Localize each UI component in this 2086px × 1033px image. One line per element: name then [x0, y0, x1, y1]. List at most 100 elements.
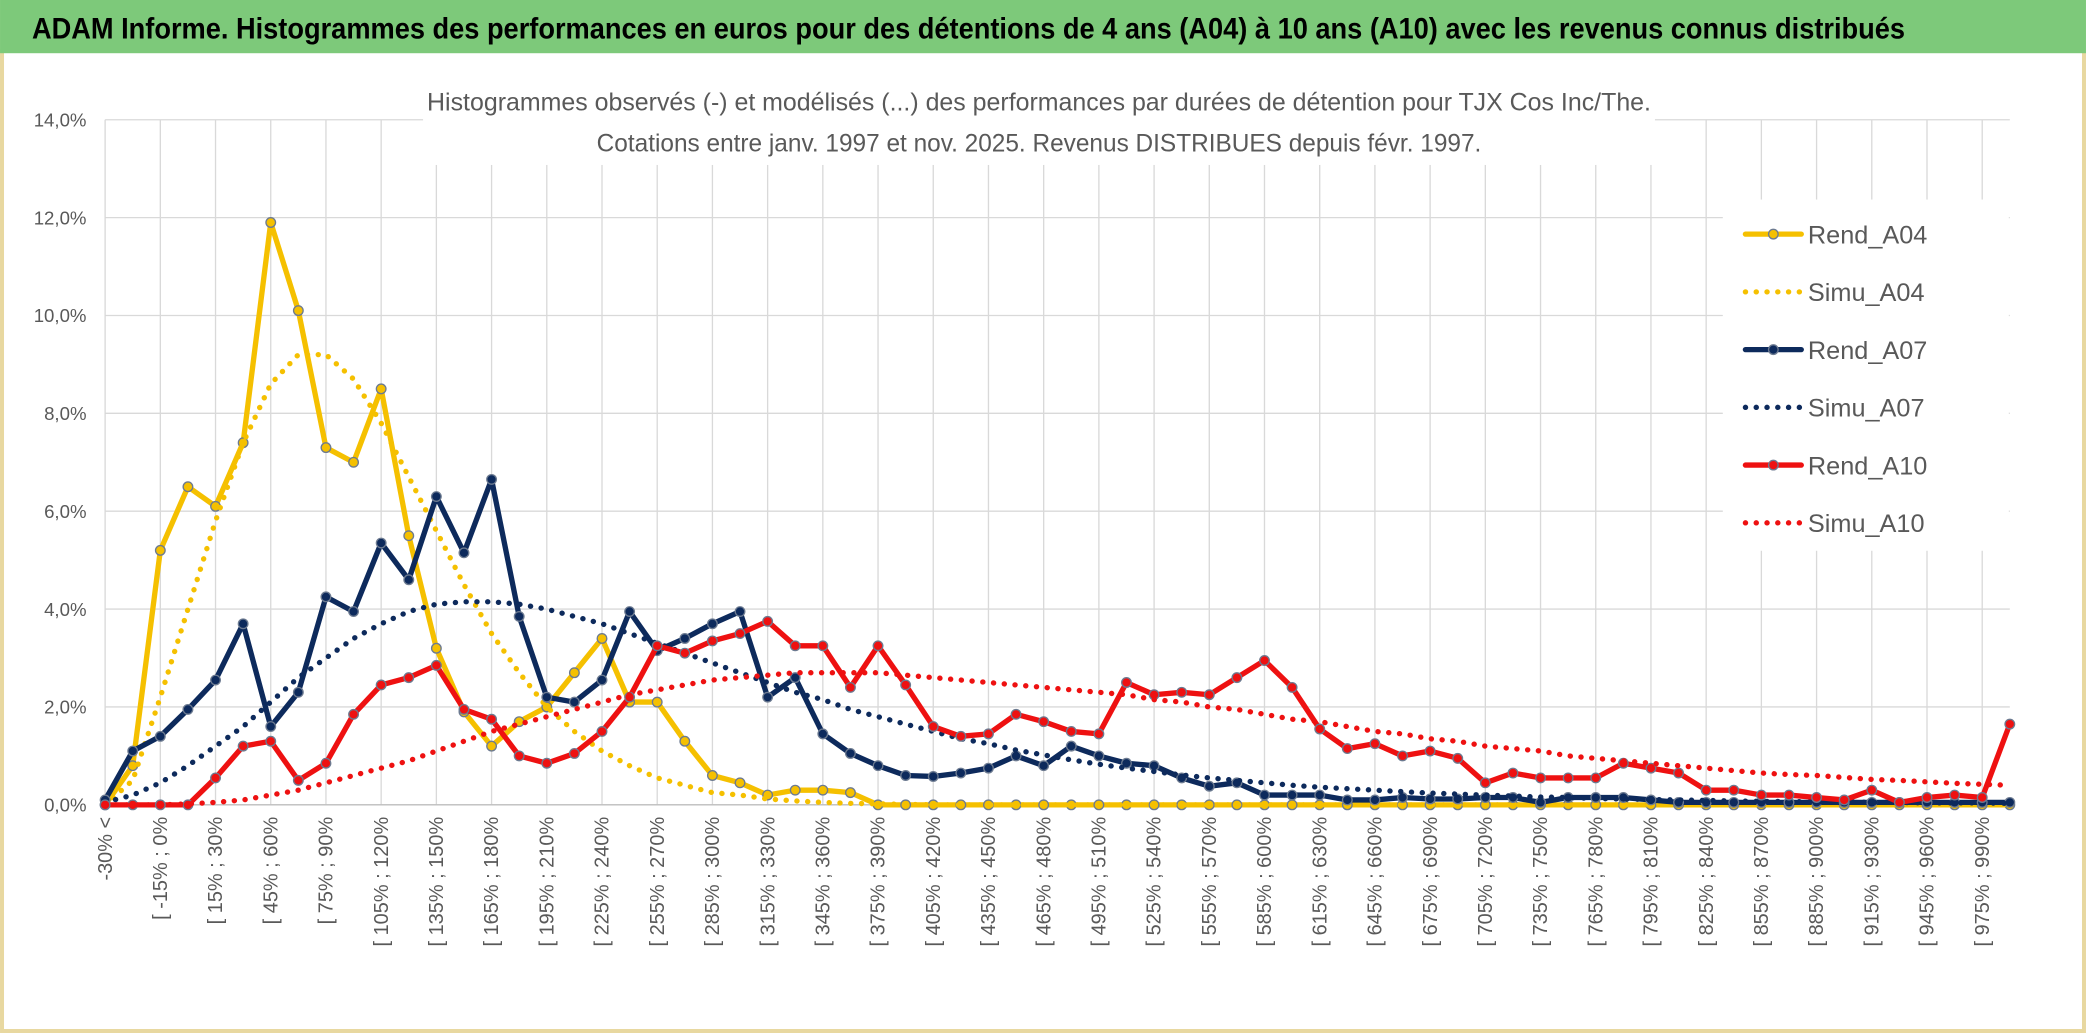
chart-title: Cotations entre janv. 1997 et nov. 2025.…: [597, 130, 1482, 158]
data-point: [458, 703, 470, 715]
data-point: [1921, 792, 1933, 803]
data-point: [955, 767, 967, 779]
data-point: [320, 757, 332, 769]
data-point: [1535, 772, 1546, 784]
legend-marker: [1767, 228, 1779, 240]
data-point: [1314, 723, 1326, 735]
chart-title: Histogrammes observés (-) et modélisés (…: [427, 88, 1651, 116]
data-point: [1065, 725, 1077, 737]
data-point: [1700, 784, 1712, 796]
data-point: [679, 735, 691, 747]
x-tick-label: [ 225% ; 240%: [592, 817, 614, 947]
y-tick-label: 12,0%: [34, 207, 87, 228]
data-point: [679, 647, 691, 659]
data-point: [955, 730, 967, 742]
data-point: [1755, 789, 1767, 801]
data-point: [486, 473, 498, 485]
x-tick-label: [ 495% ; 510%: [1089, 817, 1111, 947]
data-point: [734, 628, 746, 640]
data-point: [1038, 716, 1050, 728]
legend-background: [1722, 199, 2009, 551]
x-tick-label: [ 465% ; 480%: [1033, 817, 1055, 947]
x-tick-label: [ 135% ; 150%: [426, 817, 448, 947]
data-point: [1369, 794, 1381, 806]
data-point: [789, 672, 801, 684]
x-tick-label: [ 765% ; 780%: [1585, 817, 1607, 947]
y-tick-label: 4,0%: [44, 599, 86, 620]
x-tick-label: [ 975% ; 990%: [1972, 817, 1994, 947]
x-tick-label: [ 435% ; 450%: [978, 817, 1000, 947]
data-point: [430, 642, 442, 654]
data-point: [541, 757, 553, 769]
data-point: [624, 606, 636, 618]
data-point: [1065, 740, 1077, 752]
data-point: [844, 748, 856, 759]
data-point: [265, 735, 277, 747]
data-point: [1397, 792, 1408, 803]
data-point: [154, 730, 166, 742]
x-tick-label: [ 15% ; 30%: [205, 817, 227, 925]
data-point: [817, 640, 829, 652]
x-tick-label: [ 285% ; 300%: [702, 817, 724, 947]
x-tick-label: [ 855% ; 870%: [1751, 817, 1773, 947]
data-point: [265, 217, 277, 228]
x-tick-label: [ 555% ; 570%: [1199, 817, 1221, 947]
x-tick-label: [ 615% ; 630%: [1309, 817, 1331, 947]
x-tick-label: [ 345% ; 360%: [812, 817, 834, 947]
data-point: [2004, 718, 2016, 730]
data-point: [1314, 789, 1326, 801]
data-point: [1507, 767, 1519, 779]
data-point: [568, 748, 580, 759]
data-point: [1424, 793, 1436, 805]
data-point: [375, 679, 387, 691]
series-line: [102, 618, 2013, 808]
data-point: [1893, 796, 1905, 808]
data-point: [292, 686, 304, 698]
data-point: [1397, 750, 1408, 762]
legend-label: Simu_A07: [1808, 395, 1925, 423]
data-point: [403, 672, 415, 684]
legend-label: Rend_A07: [1808, 337, 1927, 365]
data-point: [182, 481, 194, 493]
data-point: [182, 703, 194, 715]
data-point: [210, 772, 221, 784]
x-tick-label: [ 315% ; 330%: [757, 817, 779, 947]
x-tick-label: [ 915% ; 930%: [1861, 817, 1883, 947]
data-point: [872, 760, 884, 772]
y-tick-label: 14,0%: [34, 109, 87, 130]
data-point: [817, 784, 829, 796]
data-point: [872, 640, 884, 652]
x-tick-label: [ 255% ; 270%: [647, 817, 669, 947]
data-point: [513, 610, 525, 622]
data-point: [844, 787, 856, 799]
header-band: [0, 0, 2086, 54]
legend-label: Rend_A10: [1808, 452, 1927, 480]
legend-marker: [1767, 344, 1779, 356]
legend-label: Simu_A04: [1808, 279, 1925, 307]
x-tick-label: [ 105% ; 120%: [371, 817, 393, 947]
data-point: [1866, 784, 1878, 796]
data-point: [900, 770, 912, 781]
data-point: [596, 633, 608, 644]
y-tick-label: 2,0%: [44, 697, 86, 718]
data-point: [1010, 708, 1022, 720]
data-point: [734, 777, 746, 789]
x-tick-label: [ 945% ; 960%: [1917, 817, 1939, 947]
x-tick-label: [ 405% ; 420%: [923, 817, 945, 947]
legend-label: Simu_A10: [1808, 510, 1925, 538]
data-point: [1976, 792, 1988, 803]
x-tick-label: [ 795% ; 810%: [1641, 817, 1663, 947]
y-tick-label: 6,0%: [44, 501, 86, 522]
data-point: [348, 606, 360, 618]
data-point: [348, 708, 360, 720]
data-point: [292, 305, 304, 317]
data-point: [596, 725, 608, 737]
x-tick-label: [ 75% ; 90%: [316, 817, 338, 925]
x-tick-label: [ 585% ; 600%: [1254, 817, 1276, 947]
data-point: [1341, 794, 1353, 806]
data-point: [927, 771, 939, 782]
y-tick-label: 0,0%: [44, 795, 86, 816]
data-point: [320, 591, 332, 603]
data-point: [210, 674, 221, 686]
